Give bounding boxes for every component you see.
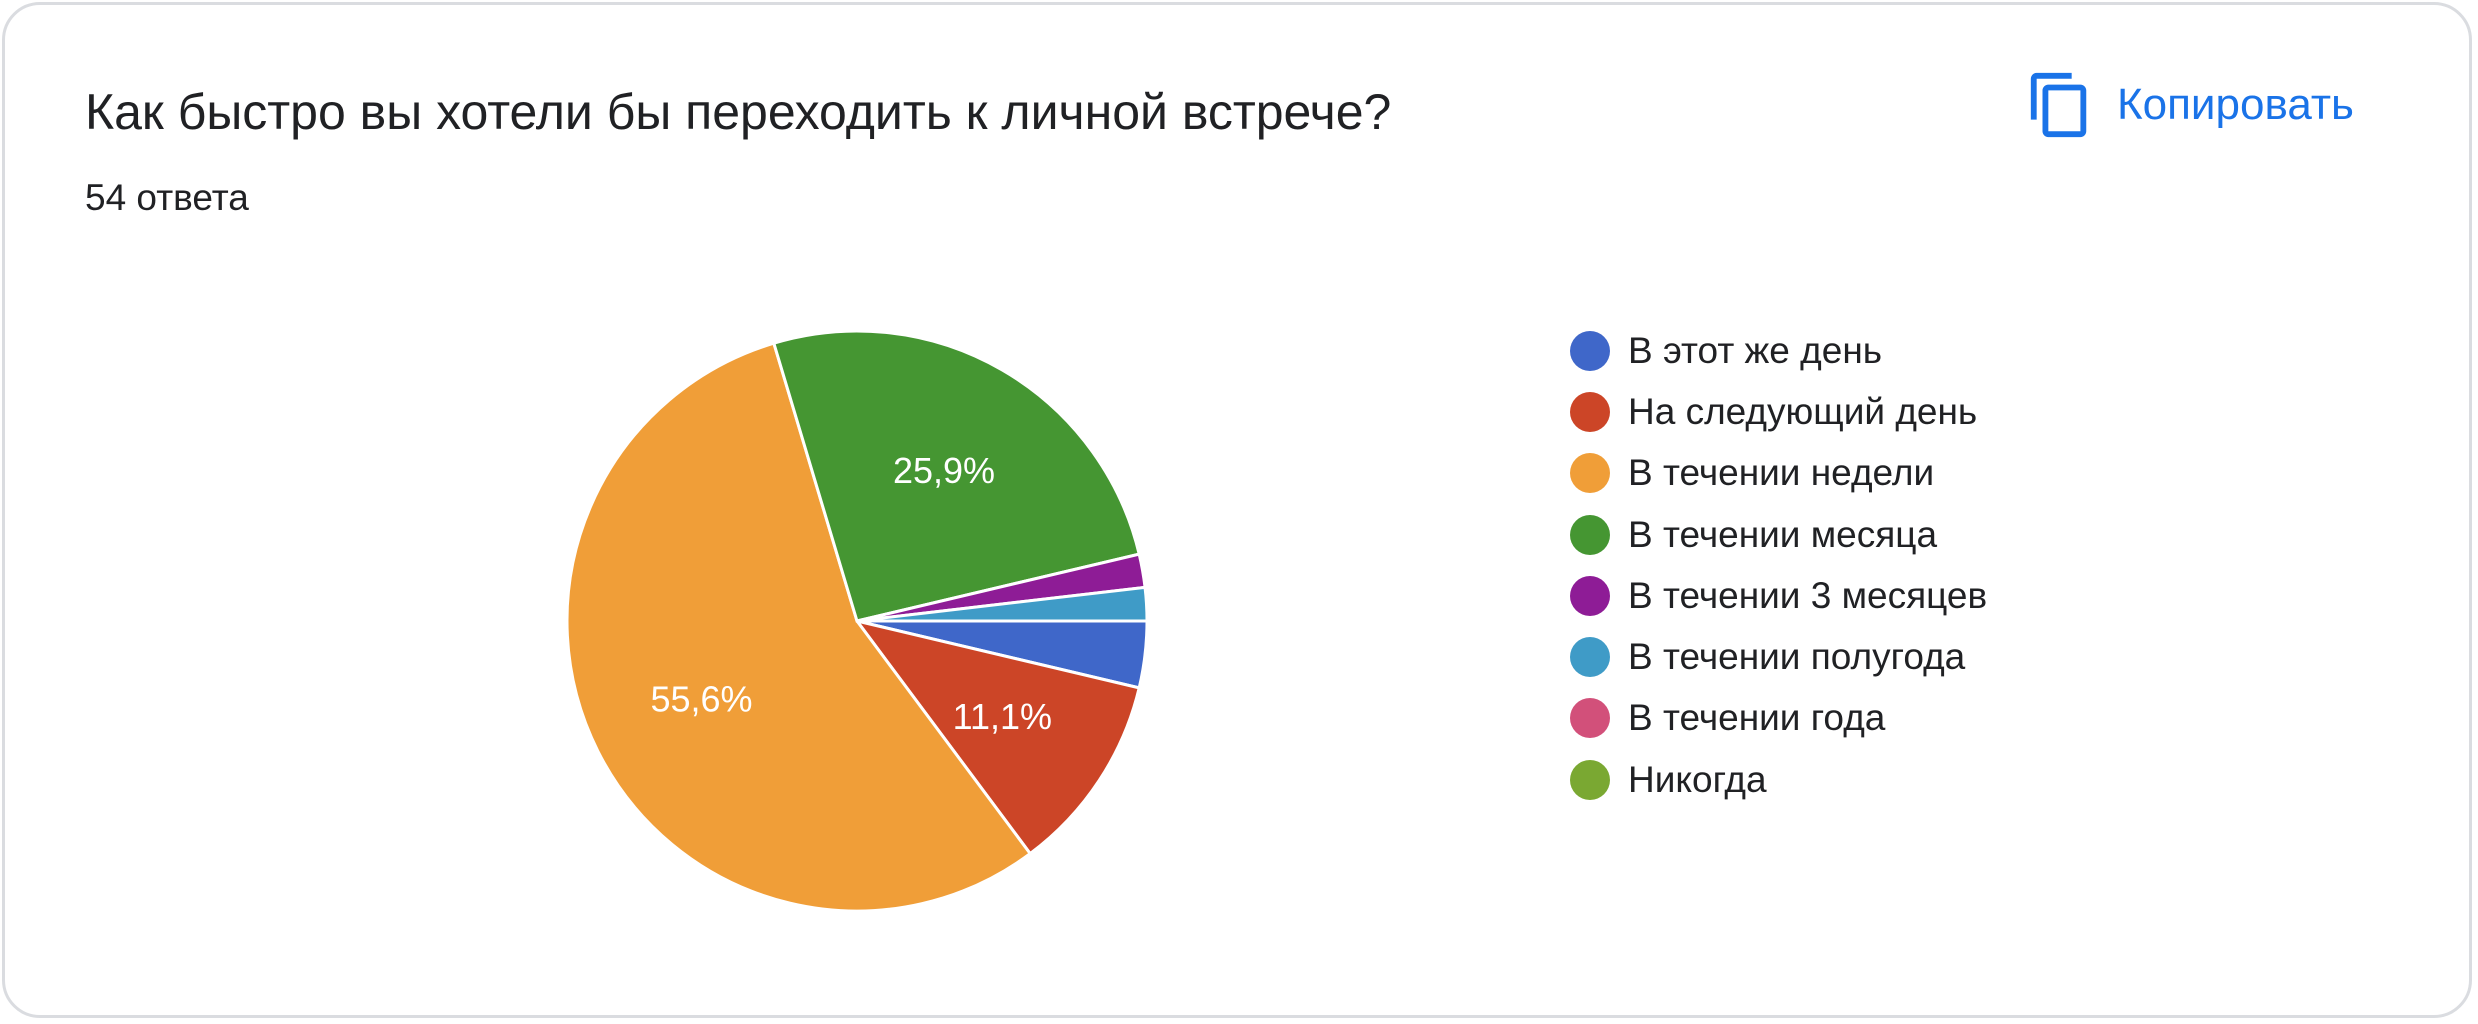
legend-item[interactable]: В течении 3 месяцев — [1570, 565, 1987, 626]
slice-percent-label: 55,6% — [650, 679, 752, 720]
legend-item[interactable]: В течении года — [1570, 688, 1987, 749]
legend-swatch — [1570, 453, 1610, 494]
legend-swatch — [1570, 330, 1610, 371]
response-count: 54 ответа — [85, 177, 249, 218]
legend-label: В течении 3 месяцев — [1628, 574, 1988, 616]
copy-button[interactable]: Копировать — [2025, 65, 2354, 145]
legend-label: В течении полугода — [1628, 636, 1966, 678]
legend-swatch — [1570, 698, 1610, 739]
legend-item[interactable]: В этот же день — [1570, 320, 1987, 381]
legend-swatch — [1570, 759, 1610, 800]
slice-percent-label: 11,1% — [953, 696, 1052, 737]
legend-label: В этот же день — [1628, 329, 1883, 371]
legend-swatch — [1570, 391, 1610, 432]
legend-swatch — [1570, 637, 1610, 678]
legend-swatch — [1570, 575, 1610, 616]
legend-item[interactable]: Никогда — [1570, 749, 1987, 810]
pie-slice[interactable] — [853, 618, 1141, 856]
legend-item[interactable]: В течении недели — [1570, 443, 1987, 504]
slice-percent-label: 25,9% — [893, 450, 995, 491]
pie-slice[interactable] — [856, 585, 1149, 623]
legend-item[interactable]: В течении месяца — [1570, 504, 1987, 565]
chart-title: Как быстро вы хотели бы переходить к лич… — [85, 84, 1392, 140]
legend-swatch — [1570, 514, 1610, 555]
legend-label: В течении недели — [1628, 452, 1935, 494]
legend-item[interactable]: На следующий день — [1570, 381, 1987, 442]
copy-icon — [2030, 72, 2087, 138]
copy-button-label: Копировать — [2117, 80, 2354, 129]
legend-label: Никогда — [1628, 758, 1767, 800]
chart-legend: В этот же день На следующий день В течении… — [1570, 320, 1987, 810]
legend-label: На следующий день — [1628, 390, 1978, 432]
legend-label: В течении месяца — [1628, 513, 1938, 555]
pie-slice[interactable] — [565, 341, 1033, 913]
legend-label: В течении года — [1628, 697, 1886, 739]
pie-slice[interactable] — [771, 329, 1141, 623]
legend-item[interactable]: В течении полугода — [1570, 626, 1987, 687]
